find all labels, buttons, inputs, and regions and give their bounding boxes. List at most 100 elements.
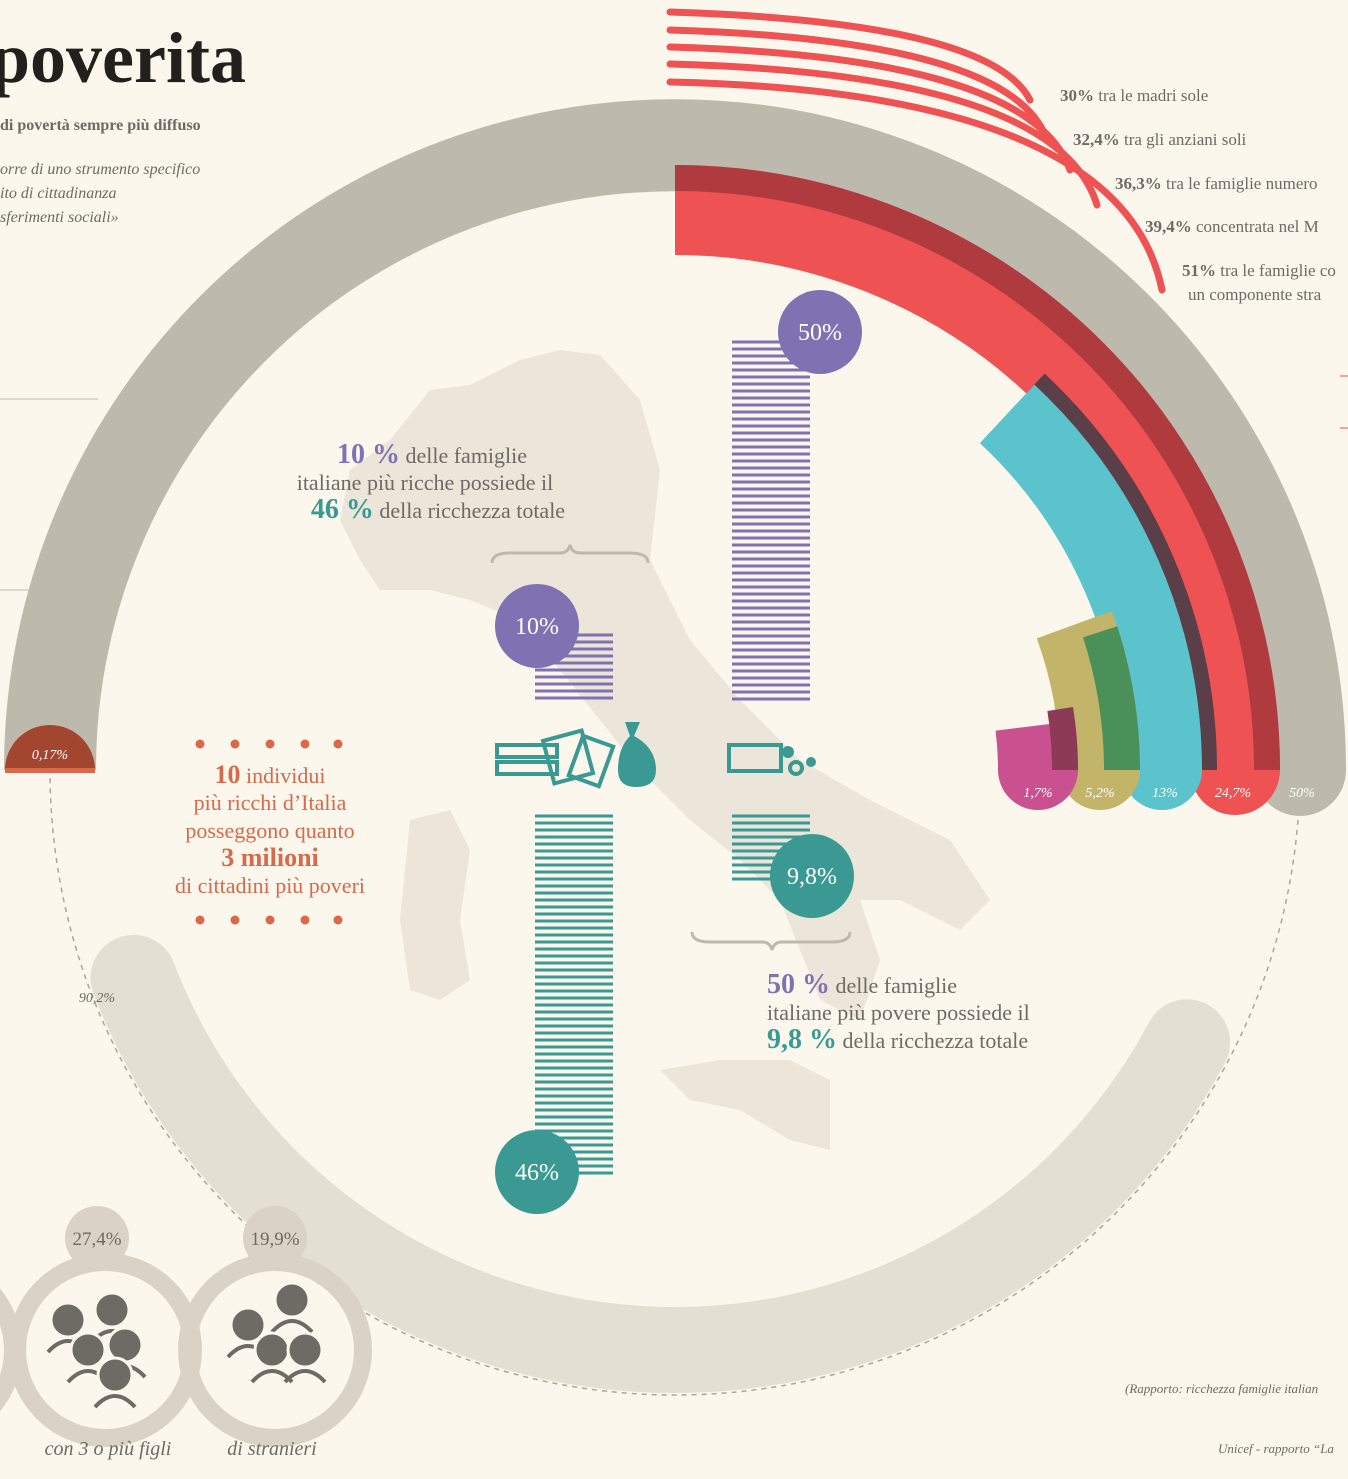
- bubble: [778, 290, 862, 374]
- value: 39,4%: [1145, 217, 1192, 236]
- front-art: [0, 290, 862, 1447]
- icon: [618, 722, 656, 787]
- person-icon: [286, 1331, 324, 1369]
- pct: 46 %: [311, 494, 374, 525]
- quote: sferimenti sociali»: [0, 209, 119, 226]
- list-item: 32,4% tra gli anziani soli: [1073, 130, 1247, 149]
- line: 9,8 % della ricchezza totale: [767, 1024, 1028, 1055]
- arc-label: 90,2%: [79, 991, 115, 1006]
- list-item: 30% tra le madri sole: [1060, 86, 1208, 105]
- dot: [195, 915, 205, 925]
- person-icon: [96, 1356, 134, 1394]
- arc-label: 5,2%: [1085, 786, 1114, 801]
- bubble: [495, 584, 579, 668]
- brace: [490, 544, 650, 564]
- brace: [690, 931, 852, 951]
- bubble: [495, 1130, 579, 1214]
- arc-label: 24,7%: [1215, 786, 1251, 801]
- title: poverita: [0, 18, 246, 98]
- dot: [300, 915, 310, 925]
- dot: [230, 739, 240, 749]
- dot: [265, 739, 275, 749]
- label: concentrata nel M: [1196, 217, 1319, 236]
- person-icon: [283, 1369, 327, 1384]
- list-item: 39,4% concentrata nel M: [1145, 217, 1319, 236]
- bottom-value: 27,4%: [72, 1229, 121, 1250]
- icon: [495, 760, 559, 776]
- quote: ito di cittadinanza: [0, 185, 116, 202]
- person-icon: [253, 1331, 291, 1369]
- icon: [495, 743, 559, 759]
- t: individui: [246, 763, 325, 788]
- icon: [788, 760, 804, 776]
- arc-label: 50%: [1289, 786, 1315, 801]
- bubble-label: 10%: [515, 614, 559, 640]
- line: 3 milioni: [221, 843, 319, 872]
- map: [400, 810, 470, 1000]
- bottom-bubble: [243, 1206, 307, 1270]
- value: 51%: [1182, 261, 1216, 280]
- small-wedge: [5, 725, 95, 770]
- dot: [333, 915, 343, 925]
- t: della ricchezza totale: [843, 1028, 1029, 1053]
- line: più ricchi d’Italia: [194, 790, 347, 815]
- line: di cittadini più poveri: [175, 873, 365, 898]
- arc: [1028, 373, 1217, 771]
- line: 46 % della ricchezza totale: [311, 494, 565, 525]
- label: tra le famiglie numero: [1166, 174, 1318, 193]
- n: 10: [215, 760, 241, 789]
- dot: [265, 915, 275, 925]
- bottom-value: 19,9%: [250, 1229, 299, 1250]
- line: 50 % delle famiglie: [767, 969, 957, 1000]
- t: delle famiglie: [405, 443, 527, 468]
- individuals: 10 individui più ricchi d’Italia possegg…: [175, 760, 365, 898]
- rich-text: 10 % delle famiglie italiane più ricche …: [297, 439, 565, 525]
- label: tra le madri sole: [1098, 86, 1208, 105]
- arc-label: 13%: [1152, 786, 1178, 801]
- map: [660, 1060, 830, 1150]
- bubble: [770, 834, 854, 918]
- dot: [300, 739, 310, 749]
- poor-text: 50 % delle famiglie italiane più povere …: [767, 969, 1030, 1055]
- pct: 9,8 %: [767, 1024, 837, 1055]
- value: 30%: [1060, 86, 1094, 105]
- value: 36,3%: [1115, 174, 1162, 193]
- red-line: [666, 26, 1049, 139]
- icon: [727, 743, 783, 773]
- arc: [979, 384, 1202, 771]
- list-item: 51% tra le famiglie co: [1182, 261, 1336, 280]
- person-icon: [270, 1319, 314, 1334]
- dot: [230, 915, 240, 925]
- source: (Rapporto: ricchezza famiglie italian: [1125, 1381, 1318, 1396]
- line: 10 % delle famiglie: [337, 439, 527, 470]
- icon: [566, 733, 616, 789]
- cap: [1122, 730, 1202, 810]
- line: italiane più ricche possiede il: [297, 470, 554, 495]
- list-item: un componente stra: [1188, 285, 1322, 304]
- pct: 50 %: [767, 969, 830, 1000]
- arc: [674, 165, 1280, 771]
- line: 10 individui: [215, 760, 326, 789]
- person-icon: [93, 1291, 131, 1329]
- small-base: [5, 768, 95, 773]
- value: 32,4%: [1073, 130, 1120, 149]
- dot: [333, 739, 343, 749]
- bubble-label: 46%: [515, 1160, 559, 1186]
- person-icon: [273, 1281, 311, 1319]
- subtitle: di povertà sempre più diffuso: [0, 117, 201, 134]
- arc-label: 0,17%: [32, 748, 68, 763]
- arc: [90, 934, 1231, 1393]
- source: Unicef - rapporto “La: [1218, 1441, 1334, 1456]
- red-line: [666, 78, 1166, 294]
- person-icon: [229, 1306, 267, 1344]
- pct: 10 %: [337, 439, 400, 470]
- bubble-label: 9,8%: [787, 864, 837, 890]
- arc-label: 1,7%: [1023, 786, 1052, 801]
- t: delle famiglie: [836, 973, 958, 998]
- line: italiane più povere possiede il: [767, 1000, 1030, 1025]
- bubble-label: 50%: [798, 320, 842, 346]
- arc: [1082, 626, 1140, 771]
- dot: [195, 739, 205, 749]
- caption: con 3 o più figli: [45, 1438, 172, 1460]
